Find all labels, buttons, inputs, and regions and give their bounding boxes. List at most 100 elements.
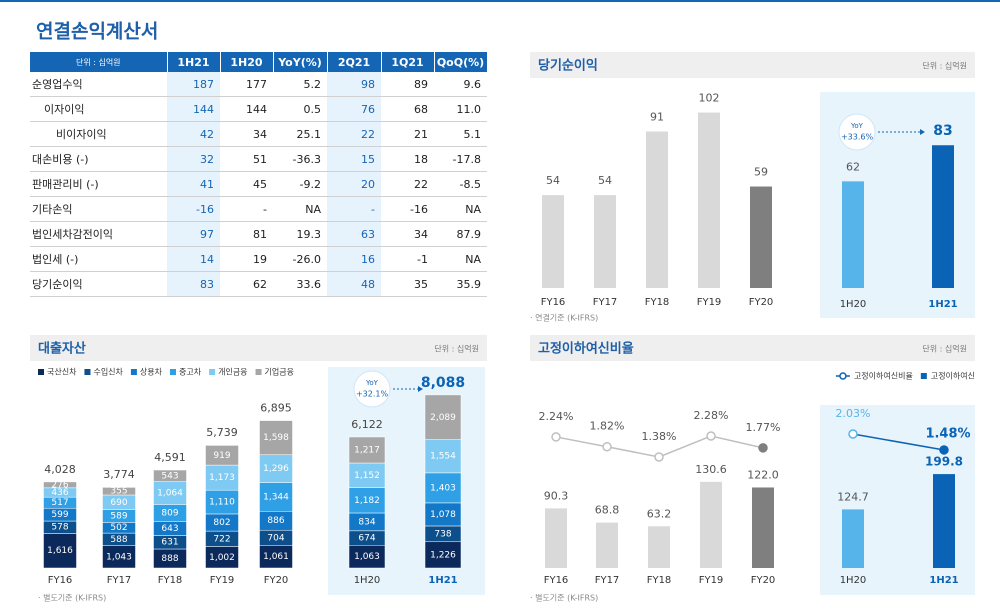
bar [596,522,618,568]
line-point [706,431,716,441]
segment-label: 1,344 [263,492,289,502]
header-cell: YoY(%) [273,52,328,72]
segment-label: 888 [161,554,178,564]
cell: 18 [381,146,434,172]
total-label: 6,895 [260,401,292,414]
header-row: 단위 : 십억원 1H21 1H20 YoY(%) 2Q21 1Q21 QoQ(%) [30,52,488,72]
cell: -16 [381,196,434,222]
segment-label: 643 [161,524,178,534]
bar-segment [43,481,77,489]
bar-segment [205,464,239,491]
table-row: 순영업수익 187 177 5.2 98 89 9.6 [30,72,487,97]
x-tick-label: FY19 [697,297,722,308]
segment-label: 1,296 [263,464,289,474]
segment-label: 1,616 [47,546,73,556]
bar-segment [153,469,187,482]
yoy-bubble [353,370,391,408]
line-point [602,441,612,452]
table-row: 비이자이익 42 34 25.1 22 21 5.1 [30,121,487,147]
bar [648,526,670,568]
line-label: 2.24% [539,410,574,423]
line-point [758,443,768,453]
legend-swatch [170,369,176,375]
segment-label: 276 [51,480,68,490]
legend-label: 기업금융 [265,368,294,377]
segment-label: 1,217 [354,446,380,456]
legend-label: 개인금융 [218,367,247,377]
segment-label: 1,152 [354,471,380,481]
cell: NA [434,246,487,272]
line-label: 1.77% [746,421,781,434]
segment-label: 802 [213,518,230,528]
cell: 144 [167,96,220,122]
total-label: 4,028 [44,463,76,476]
x-tick-label: FY17 [595,575,620,586]
bar-segment [424,472,462,504]
segment-label: 543 [161,471,178,481]
cell: NA [434,196,487,222]
value-label: 199.8 [925,455,963,469]
legend-marker [839,372,847,380]
segment-label: 1,403 [430,483,456,493]
cell: 22 [327,121,381,147]
segment-label: 578 [51,523,68,533]
chart-title: 대출자산 [38,341,86,357]
legend-swatch [255,369,262,375]
header-band [530,52,975,78]
table-row: 판매관리비 (-) 41 45 -9.2 20 22 -8.5 [30,171,487,197]
cell: - [327,196,381,222]
value-label: 122.0 [747,468,779,481]
bar [750,186,772,288]
x-tick-label: FY19 [699,575,724,586]
bar [545,508,567,568]
segment-label: 2,089 [430,413,456,423]
value-label: 59 [754,166,768,179]
cell: 83 [167,271,220,297]
table-row: 대손비용 (-) 32 51 -36.3 15 18 -17.8 [30,146,487,172]
bar-segment [205,445,239,466]
bar-segment [348,436,386,464]
total-label: 8,088 [421,375,465,391]
cell: 19 [220,246,273,272]
row-label: 대손비용 (-) [30,146,167,172]
bar [842,181,864,288]
header-cell: 1H21 [167,52,221,72]
cell: 76 [327,96,381,122]
bar-segment [102,487,136,496]
cell: 144 [220,96,273,122]
cell: 87.9 [434,221,487,247]
cell: 19.3 [273,221,327,247]
footnote: · 연결기준 (K-IFRS) [530,313,598,323]
cell: 42 [167,121,220,147]
total-label: 4,591 [154,451,186,464]
segment-label: 1,226 [430,550,456,560]
segment-label: 1,554 [430,452,456,462]
total-label: 3,774 [103,468,135,481]
segment-label: 436 [51,488,68,498]
header-cell: 1Q21 [381,52,435,72]
cell: - [220,196,273,222]
cell: 5.2 [273,72,327,97]
x-tick-label: FY20 [751,575,776,586]
value-label: 102 [699,92,720,105]
segment-label: 589 [110,512,127,522]
segment-label: 1,002 [209,553,235,563]
bar [594,195,616,288]
table-row: 당기순이익 83 62 33.6 48 35 35.9 [30,271,487,297]
cell: NA [273,196,327,222]
unit-label: 단위 : 십억원 [434,344,479,354]
cell: 63 [327,221,381,247]
bar [646,131,668,288]
row-label: 판매관리비 (-) [30,171,167,197]
bar-segment [424,439,462,474]
value-label: 83 [933,123,952,139]
cell: 32 [167,146,220,172]
segment-label: 1,063 [354,552,380,562]
segment-label: 919 [213,451,230,461]
top-rule [0,0,1000,2]
legend-swatch [130,369,137,375]
legend-label: 수입신차 [93,368,123,377]
value-label: 91 [650,110,664,123]
table-row: 이자이익 144 144 0.5 76 68 11.0 [30,96,487,122]
